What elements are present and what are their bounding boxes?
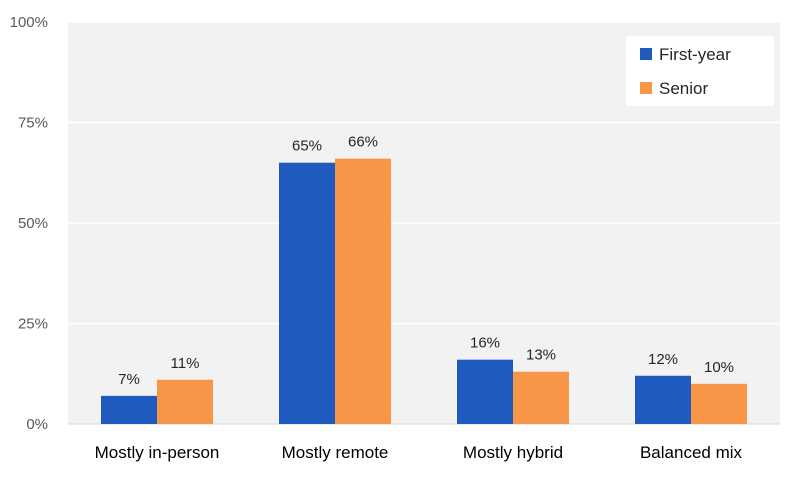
grid-lines xyxy=(68,21,780,425)
bar-senior-mostly-remote xyxy=(335,158,391,424)
data-label-first-year-mostly-remote: 65% xyxy=(292,138,322,155)
data-label-first-year-mostly-hybrid: 16% xyxy=(470,335,500,352)
bar-senior-mostly-in-person xyxy=(157,379,213,424)
x-axis-categories: Mostly in-person Mostly remote Mostly hybr… xyxy=(95,443,743,462)
legend-box xyxy=(626,36,774,106)
bar-first-year-mostly-hybrid xyxy=(457,359,513,424)
bar-first-year-balanced-mix xyxy=(635,375,691,424)
bar-senior-balanced-mix xyxy=(691,383,747,424)
data-label-first-year-balanced-mix: 12% xyxy=(648,351,678,368)
data-label-senior-mostly-hybrid: 13% xyxy=(526,347,556,364)
data-label-senior-mostly-in-person: 11% xyxy=(171,355,200,372)
y-tick-label: 100% xyxy=(10,14,48,31)
y-tick-label: 25% xyxy=(18,316,48,333)
y-tick-label: 0% xyxy=(26,416,48,433)
bar-first-year-mostly-in-person xyxy=(101,395,157,424)
y-tick-label: 75% xyxy=(18,115,48,132)
data-labels: 7% 11% 65% 66% 16% 13% 12% 10% xyxy=(118,134,734,388)
category-label-mostly-in-person: Mostly in-person xyxy=(95,443,220,462)
bar-senior-mostly-hybrid xyxy=(513,371,569,424)
legend: First-year Senior xyxy=(626,36,774,106)
data-label-senior-balanced-mix: 10% xyxy=(704,359,734,376)
category-label-mostly-hybrid: Mostly hybrid xyxy=(463,443,563,462)
legend-label-first-year: First-year xyxy=(659,45,731,64)
y-axis-ticks: 0% 25% 50% 75% 100% xyxy=(10,14,48,433)
y-tick-label: 50% xyxy=(18,215,48,232)
bar-first-year-mostly-remote xyxy=(279,162,335,424)
bars xyxy=(101,158,747,424)
data-label-first-year-mostly-in-person: 7% xyxy=(118,371,140,388)
legend-swatch-first-year xyxy=(640,48,652,60)
category-label-balanced-mix: Balanced mix xyxy=(640,443,743,462)
category-label-mostly-remote: Mostly remote xyxy=(282,443,389,462)
legend-swatch-senior xyxy=(640,82,652,94)
legend-label-senior: Senior xyxy=(659,79,708,98)
data-label-senior-mostly-remote: 66% xyxy=(348,134,378,151)
